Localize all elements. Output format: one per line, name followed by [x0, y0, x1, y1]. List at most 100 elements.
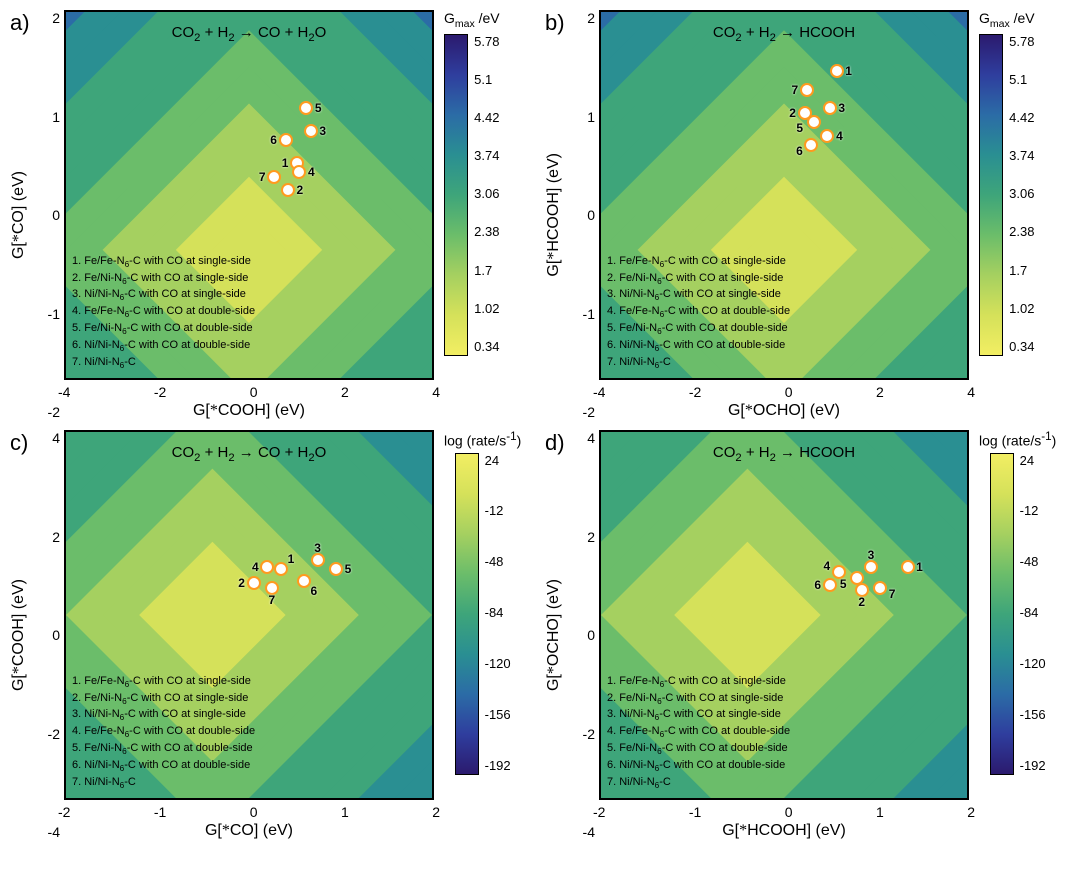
data-point-label-3: 3 [319, 124, 326, 138]
data-point-label-3: 3 [838, 101, 845, 115]
data-point-4 [820, 129, 834, 143]
cbar-tick: -156 [485, 707, 511, 722]
cbar-tick: 0.34 [474, 339, 499, 354]
data-point-label-2: 2 [297, 183, 304, 197]
cbar-tick: 3.06 [1009, 186, 1034, 201]
data-point-3 [304, 124, 318, 138]
legend: 1. Fe/Fe-N6-C with CO at single-side2. F… [72, 674, 255, 792]
data-point-1 [901, 560, 915, 574]
y-axis-label: G[*CO] (eV) [10, 171, 28, 259]
data-point-label-6: 6 [270, 133, 277, 147]
data-point-label-3: 3 [314, 541, 321, 555]
colorbar: Gmax /eV5.785.14.423.743.062.381.71.020.… [444, 10, 500, 356]
plot-area: CO2 + H2 → CO + H2O12345671. Fe/Fe-N6-C … [64, 430, 434, 800]
cbar-tick: -156 [1020, 707, 1046, 722]
legend-item: 3. Ni/Ni-N6-C with CO at single-side [607, 287, 790, 304]
data-point-3 [823, 101, 837, 115]
cbar-tick: -120 [1020, 656, 1046, 671]
cbar-tick: 5.78 [1009, 34, 1034, 49]
panel-c: c)G[*COOH] (eV)420-2-4CO2 + H2 → CO + H2… [10, 430, 535, 840]
legend-item: 6. Ni/Ni-N6-C with CO at double-side [607, 758, 790, 775]
legend: 1. Fe/Fe-N6-C with CO at single-side2. F… [607, 254, 790, 372]
data-point-label-1: 1 [282, 156, 289, 170]
cbar-tick: -48 [1020, 554, 1046, 569]
legend: 1. Fe/Fe-N6-C with CO at single-side2. F… [607, 674, 790, 792]
cbar-tick: 4.42 [1009, 110, 1034, 125]
reaction-title: CO2 + H2 → CO + H2O [66, 444, 432, 464]
data-point-3 [311, 553, 325, 567]
panel-a: a)G[*CO] (eV)210-1-2CO2 + H2 → CO + H2O1… [10, 10, 535, 420]
cbar-tick: 3.06 [474, 186, 499, 201]
x-axis-label: G[*OCHO] (eV) [728, 402, 840, 420]
cbar-tick: 24 [485, 453, 511, 468]
plot-area: CO2 + H2 → CO + H2O12345671. Fe/Fe-N6-C … [64, 10, 434, 380]
cbar-tick: -192 [1020, 758, 1046, 773]
cbar-tick: 2.38 [1009, 224, 1034, 239]
legend-item: 5. Fe/Ni-N6-C with CO at double-side [72, 321, 255, 338]
cbar-tick: 3.74 [1009, 148, 1034, 163]
data-point-label-6: 6 [796, 144, 803, 158]
legend-item: 5. Fe/Ni-N6-C with CO at double-side [607, 741, 790, 758]
legend-item: 2. Fe/Ni-N6-C with CO at single-side [72, 271, 255, 288]
legend-item: 2. Fe/Ni-N6-C with CO at single-side [607, 271, 790, 288]
legend-item: 2. Fe/Ni-N6-C with CO at single-side [607, 691, 790, 708]
data-point-6 [279, 133, 293, 147]
x-axis-label: G[*HCOOH] (eV) [722, 822, 846, 840]
cbar-tick: 5.78 [474, 34, 499, 49]
legend-item: 4. Fe/Fe-N6-C with CO at double-side [72, 304, 255, 321]
reaction-title: CO2 + H2 → HCOOH [601, 24, 967, 44]
legend-item: 1. Fe/Fe-N6-C with CO at single-side [607, 254, 790, 271]
data-point-7 [267, 170, 281, 184]
panel-label: b) [545, 10, 565, 36]
x-axis-label: G[*COOH] (eV) [193, 402, 305, 420]
x-axis-label: G[*CO] (eV) [205, 822, 293, 840]
reaction-title: CO2 + H2 → HCOOH [601, 444, 967, 464]
cbar-tick: -48 [485, 554, 511, 569]
legend-item: 2. Fe/Ni-N6-C with CO at single-side [72, 691, 255, 708]
colorbar: Gmax /eV5.785.14.423.743.062.381.71.020.… [979, 10, 1035, 356]
legend-item: 4. Fe/Fe-N6-C with CO at double-side [607, 724, 790, 741]
cbar-tick: 0.34 [1009, 339, 1034, 354]
data-point-5 [299, 101, 313, 115]
panel-d: d)G[*OCHO] (eV)420-2-4CO2 + H2 → HCOOH12… [545, 430, 1070, 840]
plot-area: CO2 + H2 → HCOOH12345671. Fe/Fe-N6-C wit… [599, 10, 969, 380]
cbar-tick: 5.1 [1009, 72, 1034, 87]
data-point-label-5: 5 [315, 101, 322, 115]
cbar-tick: -120 [485, 656, 511, 671]
legend-item: 1. Fe/Fe-N6-C with CO at single-side [72, 674, 255, 691]
data-point-label-5: 5 [796, 121, 803, 135]
colorbar-title: Gmax /eV [979, 10, 1035, 30]
legend-item: 4. Fe/Fe-N6-C with CO at double-side [607, 304, 790, 321]
data-point-5 [807, 115, 821, 129]
data-point-4 [260, 560, 274, 574]
legend-item: 7. Ni/Ni-N6-C [607, 775, 790, 792]
data-point-5 [850, 571, 864, 585]
data-point-label-6: 6 [814, 578, 821, 592]
legend-item: 4. Fe/Fe-N6-C with CO at double-side [72, 724, 255, 741]
data-point-1 [274, 562, 288, 576]
cbar-tick: 1.7 [1009, 263, 1034, 278]
data-point-label-1: 1 [916, 560, 923, 574]
data-point-3 [864, 560, 878, 574]
data-point-label-6: 6 [311, 584, 318, 598]
legend-item: 5. Fe/Ni-N6-C with CO at double-side [607, 321, 790, 338]
reaction-title: CO2 + H2 → CO + H2O [66, 24, 432, 44]
cbar-tick: 1.02 [474, 301, 499, 316]
y-axis-label: G[*HCOOH] (eV) [545, 153, 563, 277]
data-point-label-4: 4 [308, 165, 315, 179]
cbar-tick: 5.1 [474, 72, 499, 87]
figure-grid: a)G[*CO] (eV)210-1-2CO2 + H2 → CO + H2O1… [10, 10, 1070, 840]
legend-item: 5. Fe/Ni-N6-C with CO at double-side [72, 741, 255, 758]
data-point-4 [292, 165, 306, 179]
panel-b: b)G[*HCOOH] (eV)210-1-2CO2 + H2 → HCOOH1… [545, 10, 1070, 420]
cbar-tick: -192 [485, 758, 511, 773]
colorbar-title: Gmax /eV [444, 10, 500, 30]
legend-item: 6. Ni/Ni-N6-C with CO at double-side [607, 338, 790, 355]
data-point-label-7: 7 [889, 587, 896, 601]
y-axis-label: G[*OCHO] (eV) [545, 579, 563, 691]
cbar-tick: 4.42 [474, 110, 499, 125]
cbar-tick: 3.74 [474, 148, 499, 163]
data-point-label-7: 7 [269, 593, 276, 607]
legend-item: 1. Fe/Fe-N6-C with CO at single-side [607, 674, 790, 691]
plot-area: CO2 + H2 → HCOOH12345671. Fe/Fe-N6-C wit… [599, 430, 969, 800]
